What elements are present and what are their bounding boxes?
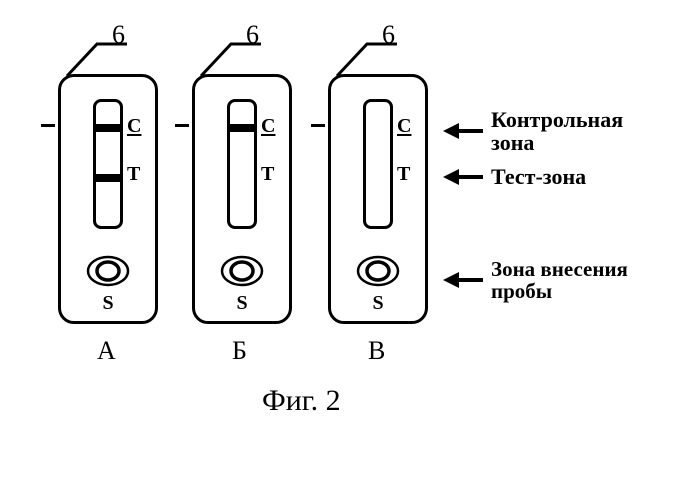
c-mark-a: C: [127, 115, 141, 138]
t-mark-a: T: [127, 163, 140, 186]
cassette-caption-c: B: [368, 336, 385, 366]
ref-number-a: 6: [112, 20, 125, 50]
annotation-control-line2: зона: [491, 130, 534, 155]
c-mark-c: C: [397, 115, 411, 138]
annotation-control-line1: Контрольная: [491, 107, 623, 132]
c-band-b: [230, 124, 254, 132]
cassette-caption-b: Б: [232, 336, 247, 366]
ref-number-b: 6: [246, 20, 259, 50]
annotation-control: Контрольная зона: [443, 108, 623, 154]
tick-mark-b: [175, 124, 189, 127]
sample-well-b: [220, 255, 264, 287]
figure-caption: Фиг. 2: [262, 384, 341, 418]
s-mark-b: S: [236, 292, 247, 315]
arrow-left-icon: [443, 164, 485, 190]
strip-window-b: [227, 99, 257, 229]
c-band-a: [96, 124, 120, 132]
ref-number-c: 6: [382, 20, 395, 50]
s-mark-c: S: [372, 292, 383, 315]
annotation-control-text: Контрольная зона: [491, 108, 623, 154]
figure-stage: 6 6 6 C T S A C T S: [0, 0, 675, 500]
strip-window-c: [363, 99, 393, 229]
sample-well-a: [86, 255, 130, 287]
cassette-caption-a: A: [97, 336, 116, 366]
annotation-sample: Зона внесения пробы: [443, 258, 628, 302]
t-band-a: [96, 174, 120, 182]
t-mark-c: T: [397, 163, 410, 186]
cassette-c: C T S: [328, 74, 428, 324]
arrow-left-icon: [443, 118, 485, 144]
annotation-sample-line2: пробы: [491, 279, 552, 303]
annotation-sample-line1: Зона внесения: [491, 257, 628, 281]
arrow-left-icon: [443, 267, 485, 293]
cassette-a: C T S: [58, 74, 158, 324]
sample-well-c: [356, 255, 400, 287]
annotation-test-text: Тест-зона: [491, 165, 586, 188]
t-mark-b: T: [261, 163, 274, 186]
strip-window-a: [93, 99, 123, 229]
tick-mark-a: [41, 124, 55, 127]
tick-mark-c: [311, 124, 325, 127]
c-mark-b: C: [261, 115, 275, 138]
annotation-test: Тест-зона: [443, 164, 586, 190]
annotation-sample-text: Зона внесения пробы: [491, 258, 628, 302]
cassette-b: C T S: [192, 74, 292, 324]
s-mark-a: S: [102, 292, 113, 315]
